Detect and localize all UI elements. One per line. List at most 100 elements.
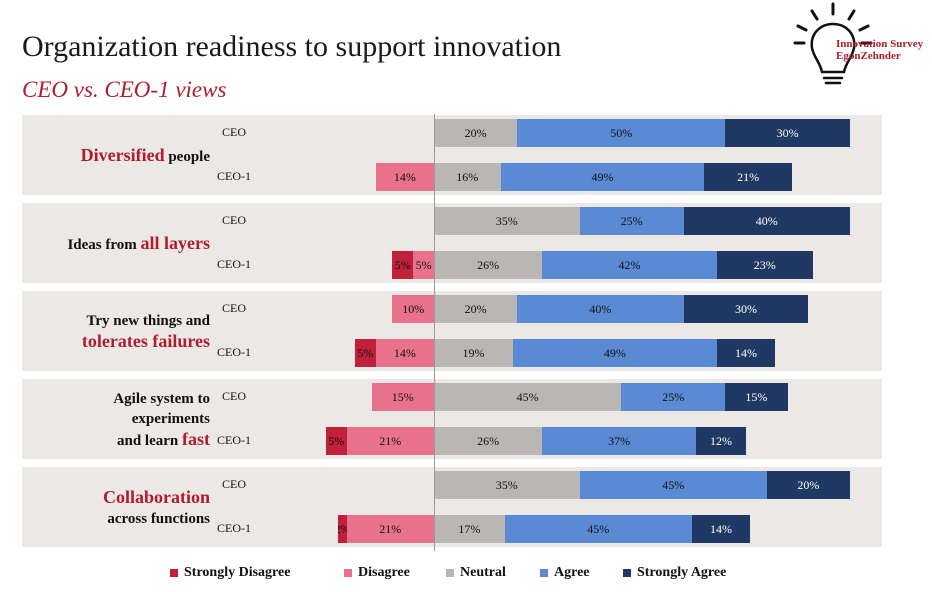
bar-disagree: 15% — [371, 383, 434, 411]
data-label: 21% — [379, 521, 402, 536]
data-label: 20% — [464, 125, 487, 140]
bar-strongly-agree: 40% — [683, 207, 850, 235]
logo-line-1: Innovation Survey — [836, 38, 924, 50]
legend-swatch — [446, 569, 454, 577]
category-label-part: all layers — [140, 233, 211, 253]
data-label: 45% — [662, 477, 685, 492]
data-label: 30% — [776, 125, 799, 140]
data-label: 37% — [608, 433, 631, 448]
bar-agree: 25% — [579, 207, 684, 235]
data-label: 2% — [338, 522, 346, 537]
bar-agree: 50% — [517, 119, 726, 147]
page-subtitle: CEO vs. CEO-1 views — [22, 77, 227, 102]
category-label-part: experiments — [131, 411, 210, 427]
category-label: Try new things and tolerates failures — [24, 311, 210, 353]
legend-swatch — [170, 569, 178, 577]
data-label: 15% — [745, 389, 768, 404]
bar-agree: 45% — [504, 515, 692, 543]
data-label: 14% — [393, 169, 416, 184]
data-label: 19% — [462, 345, 485, 360]
bar-strongly-agree: 15% — [725, 383, 788, 411]
respondent-label: CEO-1 — [217, 169, 251, 183]
data-label: 15% — [391, 389, 414, 404]
data-label: 5% — [394, 257, 411, 272]
bar-agree: 40% — [517, 295, 684, 323]
data-label: 25% — [662, 389, 685, 404]
bar-neutral: 45% — [434, 383, 622, 411]
legend-item-disagree: Disagree — [344, 565, 410, 581]
bar-strongly-agree: 20% — [766, 471, 850, 499]
bar-disagree: 21% — [346, 427, 434, 455]
bar-neutral: 16% — [434, 163, 501, 191]
bar-agree: 49% — [500, 163, 705, 191]
legend-item-strongly-disagree: Strongly Disagree — [170, 565, 290, 581]
data-label: 25% — [620, 213, 643, 228]
category-label: Diversified people — [24, 145, 210, 167]
data-label: 40% — [589, 301, 612, 316]
respondent-label: CEO-1 — [217, 433, 251, 447]
legend-item-neutral: Neutral — [446, 565, 506, 581]
data-label: 5% — [328, 433, 345, 448]
bar-neutral: 17% — [434, 515, 505, 543]
legend-item-agree: Agree — [540, 565, 590, 581]
category-label: Ideas from all layers — [24, 233, 210, 255]
respondent-label: CEO-1 — [217, 345, 251, 359]
page-title: Organization readiness to support innova… — [22, 30, 562, 63]
data-label: 23% — [753, 257, 776, 272]
legend-label: Neutral — [460, 565, 506, 580]
respondent-label: CEO — [222, 477, 246, 491]
bar-neutral: 20% — [434, 119, 518, 147]
data-label: 42% — [618, 257, 641, 272]
respondent-label: CEO — [222, 301, 246, 315]
bar-neutral: 19% — [434, 339, 513, 367]
data-label: 45% — [516, 389, 539, 404]
bar-strongly-disagree: 5% — [325, 427, 347, 455]
legend-label: Agree — [554, 565, 590, 580]
data-label: 26% — [477, 257, 500, 272]
data-label: 49% — [603, 345, 626, 360]
data-label: 26% — [477, 433, 500, 448]
bar-neutral: 35% — [434, 471, 580, 499]
bar-strongly-agree: 12% — [696, 427, 746, 455]
data-label: 49% — [591, 169, 614, 184]
data-label: 21% — [737, 169, 760, 184]
data-label: 16% — [456, 169, 479, 184]
bar-disagree: 10% — [392, 295, 434, 323]
legend-swatch — [623, 569, 631, 577]
respondent-label: CEO-1 — [217, 257, 251, 271]
logo-text: Innovation Survey EgonZehnder — [836, 38, 923, 62]
bar-strongly-agree: 21% — [704, 163, 792, 191]
respondent-label: CEO — [222, 125, 246, 139]
category-label-part: Collaboration — [102, 487, 210, 507]
bar-agree: 49% — [513, 339, 717, 367]
legend-label: Disagree — [358, 565, 410, 580]
legend-label: Strongly Disagree — [184, 565, 291, 580]
data-label: 5% — [357, 345, 374, 360]
zero-axis-line — [434, 114, 435, 551]
data-label: 20% — [464, 301, 487, 316]
bar-strongly-agree: 14% — [691, 515, 751, 543]
bar-strongly-disagree: 5% — [392, 251, 414, 279]
data-label: 40% — [755, 213, 778, 228]
bar-agree: 37% — [542, 427, 697, 455]
data-label: 45% — [587, 521, 610, 536]
data-label: 30% — [734, 301, 757, 316]
bar-strongly-agree: 30% — [683, 295, 809, 323]
data-label: 35% — [495, 477, 518, 492]
bar-agree: 45% — [579, 471, 767, 499]
respondent-label: CEO-1 — [217, 521, 251, 535]
category-label-part: Try new things and — [86, 313, 210, 329]
data-label: 35% — [495, 213, 518, 228]
bar-agree: 42% — [542, 251, 717, 279]
data-label: 12% — [710, 433, 733, 448]
chart-legend: Strongly Disagree Disagree Neutral Agree Str… — [0, 565, 932, 583]
data-label: 50% — [610, 125, 633, 140]
category-label-part: Diversified — [80, 145, 165, 165]
category-label-part: people — [164, 149, 210, 165]
bar-disagree: 5% — [413, 251, 434, 279]
lightbulb-icon — [793, 2, 873, 85]
category-label-part: fast — [182, 429, 210, 449]
bar-strongly-disagree: 5% — [355, 339, 376, 367]
category-label: Agile system to experiments and learn fast — [24, 389, 210, 451]
bar-strongly-agree: 30% — [725, 119, 850, 147]
